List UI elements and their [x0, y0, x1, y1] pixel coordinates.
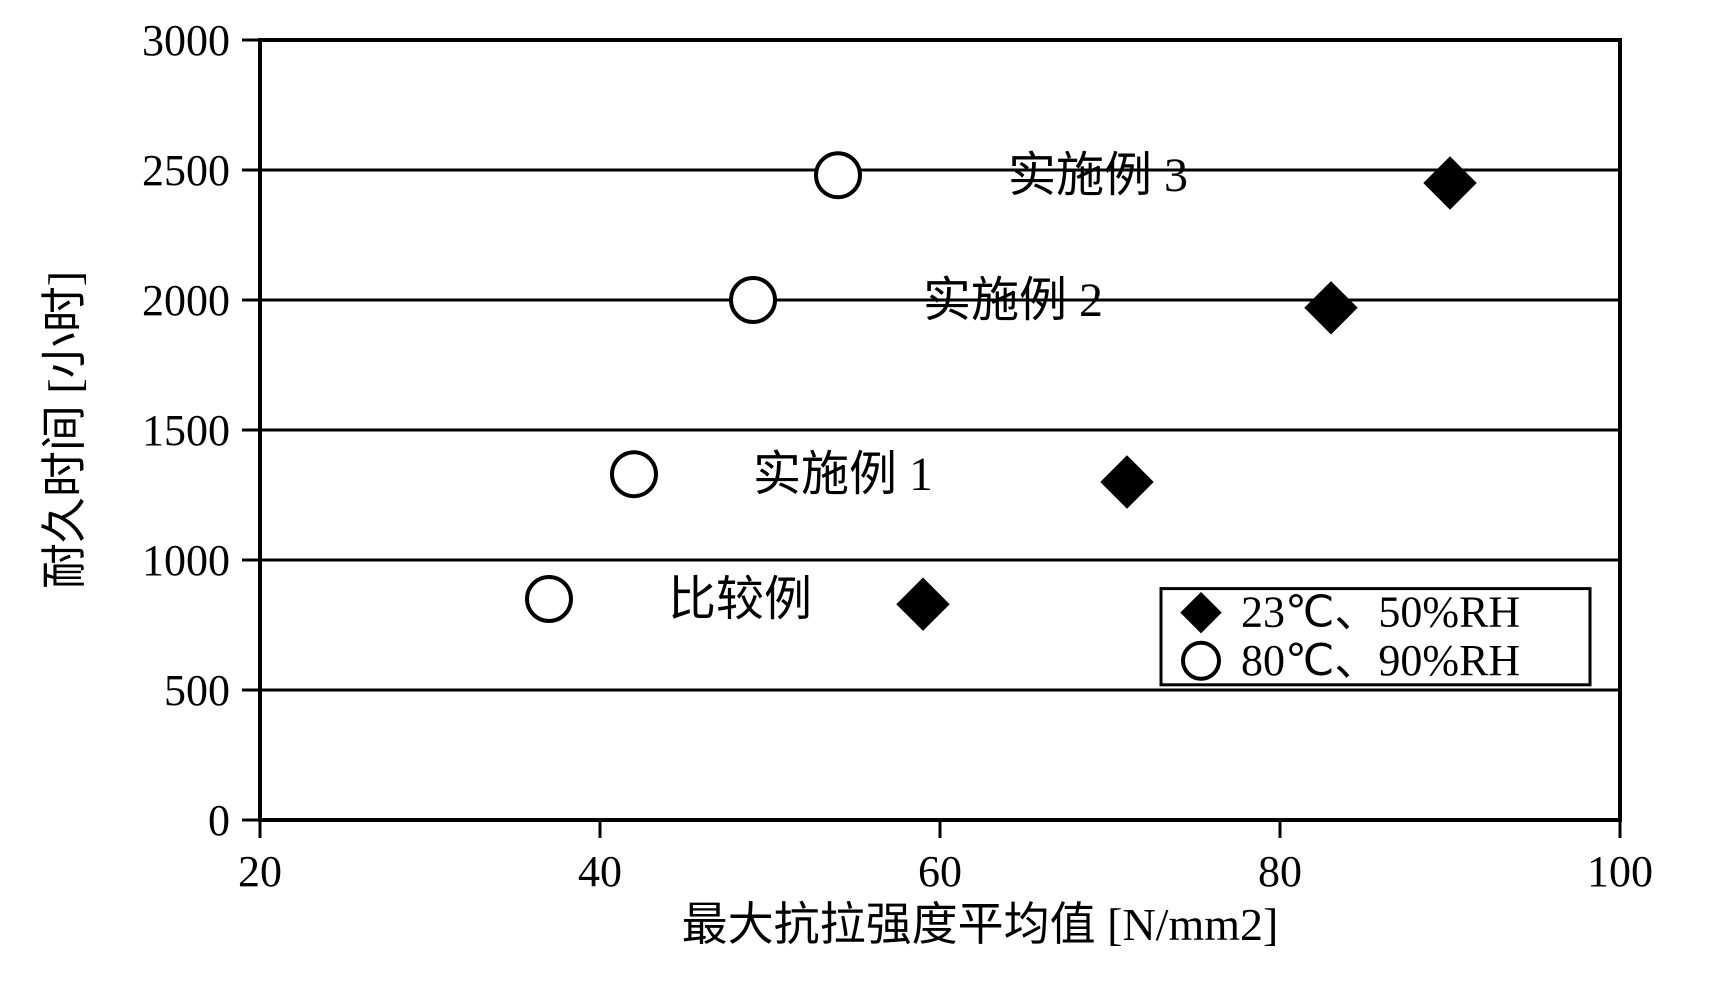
legend-item-label: 80℃、90%RH [1241, 636, 1520, 685]
legend-marker-s1 [1181, 593, 1221, 633]
data-point-s2 [527, 577, 571, 621]
legend-marker-s2 [1183, 643, 1219, 679]
y-tick-label: 3000 [142, 16, 230, 65]
data-point-s2 [816, 153, 860, 197]
data-point-s1 [897, 578, 949, 630]
x-tick-label: 60 [918, 847, 962, 896]
point-label: 实施例 2 [923, 274, 1103, 327]
x-tick-label: 40 [578, 847, 622, 896]
legend-item-label: 23℃、50%RH [1241, 588, 1520, 637]
y-tick-label: 2500 [142, 146, 230, 195]
data-point-s2 [731, 278, 775, 322]
y-tick-label: 500 [164, 666, 230, 715]
chart-canvas: 0 500 1000 1500 2000 2500 3000 20 40 60 80 100 最大抗拉强… [0, 0, 1709, 988]
data-point-s1 [1305, 282, 1357, 334]
x-tick-label: 20 [238, 847, 282, 896]
scatter-chart: { "chart": { "type": "scatter", "width_p… [0, 0, 1709, 988]
data-point-s1 [1101, 456, 1153, 508]
y-tick-label: 0 [208, 796, 230, 845]
point-label: 实施例 1 [753, 448, 933, 501]
point-label: 比较例 [668, 573, 812, 626]
data-point-s2 [612, 452, 656, 496]
y-tick-label: 1500 [142, 406, 230, 455]
x-tick-label: 80 [1258, 847, 1302, 896]
y-tick-label: 1000 [142, 536, 230, 585]
x-tick-label: 100 [1587, 847, 1653, 896]
y-axis-label: 耐久时间 [小时] [39, 271, 90, 589]
point-label: 实施例 3 [1008, 149, 1188, 202]
data-point-s1 [1424, 157, 1476, 209]
x-axis-label: 最大抗拉强度平均值 [N/mm2] [682, 899, 1279, 950]
y-tick-label: 2000 [142, 276, 230, 325]
